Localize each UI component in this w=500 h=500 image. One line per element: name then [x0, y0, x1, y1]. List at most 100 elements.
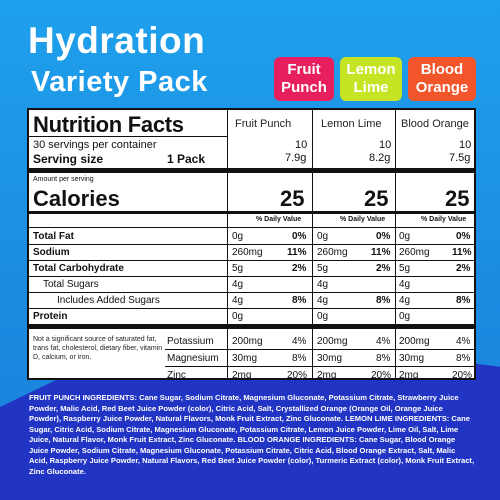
col-protein: 0g	[232, 311, 244, 322]
col-sodium-dv: 11%	[371, 247, 391, 258]
col-magnesium-dv: 8%	[376, 353, 391, 364]
col-zinc-dv: 20%	[371, 370, 392, 381]
col-size: 7.5g	[449, 152, 471, 164]
medium-rule	[29, 211, 476, 214]
col-potassium-dv: 4%	[376, 336, 391, 347]
col-dv-label: % Daily Value	[340, 216, 386, 223]
col-sodium-dv: 11%	[287, 247, 307, 258]
nutrition-facts-heading: Nutrition Facts	[33, 112, 184, 137]
col-added: 4g	[232, 295, 244, 306]
mineral-zinc-label: Zinc	[167, 370, 186, 381]
ingredients-text-lemon-lime: Cane Sugar, Citric Acid, Sodium Citrate,…	[29, 414, 470, 444]
calories-label: Calories	[33, 186, 120, 211]
column-divider	[312, 110, 313, 380]
amount-per-serving: Amount per serving	[33, 176, 94, 183]
flavor-label-line2: Punch	[281, 79, 327, 96]
col-fat-dv: 0%	[456, 231, 471, 242]
flavor-label-line1: Lemon	[346, 61, 396, 78]
col-sodium: 260mg	[399, 247, 430, 258]
col-servings: 10	[459, 139, 472, 151]
col-sodium: 260mg	[317, 247, 348, 258]
col-added: 4g	[399, 295, 411, 306]
ingredients-list: FRUIT PUNCH INGREDIENTS: Cane Sugar, Sod…	[29, 393, 475, 477]
col-magnesium-dv: 8%	[292, 353, 307, 364]
column-header-fruit-punch: Fruit Punch	[235, 118, 292, 130]
flavor-label-line2: Orange	[415, 79, 469, 96]
ingredients-heading-fruit-punch: FRUIT PUNCH INGREDIENTS:	[29, 393, 137, 402]
added-sugars-label: Includes Added Sugars	[57, 295, 160, 306]
flavor-label-line2: Lime	[353, 79, 389, 96]
title-line2: Variety Pack	[31, 66, 208, 98]
col-added-dv: 8%	[376, 295, 391, 306]
col-size: 8.2g	[369, 152, 391, 164]
ingredients-text-blood-orange: Cane Sugar, Blood Orange Juice Powder, S…	[29, 435, 475, 476]
flavor-badge-blood-orange: Blood Orange	[408, 57, 476, 101]
col-sodium: 260mg	[232, 247, 263, 258]
col-carb: 5g	[232, 263, 244, 274]
col-carb: 5g	[317, 263, 329, 274]
col-potassium: 200mg	[399, 336, 430, 347]
col-zinc: 2mg	[317, 370, 337, 381]
col-carb-dv: 2%	[376, 263, 391, 274]
col-fat-dv: 0%	[376, 231, 391, 242]
serving-size-label: Serving size	[33, 152, 104, 166]
col-sodium-dv: 11%	[452, 247, 472, 258]
mineral-potassium-label: Potassium	[167, 336, 214, 347]
protein-label: Protein	[33, 311, 68, 322]
col-zinc-dv: 20%	[452, 370, 473, 381]
col-magnesium-dv: 8%	[456, 353, 471, 364]
col-added-dv: 8%	[292, 295, 307, 306]
total-sugars-label: Total Sugars	[43, 279, 99, 290]
col-sugars: 4g	[399, 279, 411, 290]
sodium-label: Sodium	[33, 247, 70, 258]
thick-rule	[29, 324, 476, 329]
col-fat: 0g	[399, 231, 411, 242]
col-carb-dv: 2%	[456, 263, 471, 274]
row-rule	[29, 308, 476, 309]
col-servings: 10	[379, 139, 392, 151]
col-zinc-dv: 20%	[287, 370, 308, 381]
nutrition-facts-panel: Nutrition Facts 30 servings per containe…	[27, 108, 476, 381]
row-rule	[165, 349, 476, 350]
col-fat: 0g	[232, 231, 244, 242]
column-divider	[395, 110, 396, 380]
row-rule	[165, 366, 476, 367]
row-rule	[29, 227, 476, 228]
col-zinc: 2mg	[399, 370, 419, 381]
total-carb-label: Total Carbohydrate	[33, 263, 124, 274]
mineral-magnesium-label: Magnesium	[167, 353, 219, 364]
col-potassium: 200mg	[232, 336, 263, 347]
title-line1: Hydration	[28, 20, 206, 61]
col-fat-dv: 0%	[292, 231, 307, 242]
flavor-label-line1: Fruit	[287, 61, 321, 78]
flavor-label-line1: Blood	[420, 61, 464, 78]
col-size: 7.9g	[285, 152, 307, 164]
ingredients-text-fruit-punch: Cane Sugar, Sodium Citrate, Magnesium Gl…	[29, 393, 459, 423]
col-carb-dv: 2%	[292, 263, 307, 274]
col-potassium: 200mg	[317, 336, 348, 347]
col-added: 4g	[317, 295, 329, 306]
col-magnesium: 30mg	[317, 353, 343, 364]
heading-rule	[29, 136, 227, 137]
col-sugars: 4g	[317, 279, 329, 290]
row-rule	[29, 260, 476, 261]
row-rule	[29, 276, 476, 277]
thick-rule	[29, 168, 476, 173]
col-dv-label: % Daily Value	[421, 216, 467, 223]
col-potassium-dv: 4%	[456, 336, 471, 347]
col-added-dv: 8%	[456, 295, 471, 306]
footnote: Not a significant source of saturated fa…	[33, 336, 163, 361]
row-rule	[29, 292, 476, 293]
total-fat-label: Total Fat	[33, 231, 74, 242]
ingredients-heading-blood-orange: BLOOD ORANGE INGREDIENTS:	[237, 435, 357, 444]
col-fat: 0g	[317, 231, 329, 242]
flavor-badge-lemon-lime: Lemon Lime	[340, 57, 402, 101]
col-potassium-dv: 4%	[292, 336, 307, 347]
column-header-blood-orange: Blood Orange	[401, 118, 469, 130]
serving-size-value: 1 Pack	[167, 152, 206, 166]
column-header-lemon-lime: Lemon Lime	[321, 118, 382, 130]
ingredients-heading-lemon-lime: LEMON LIME INGREDIENTS:	[345, 414, 450, 423]
col-zinc: 2mg	[232, 370, 252, 381]
col-calories: 25	[280, 186, 305, 211]
col-magnesium: 30mg	[232, 353, 258, 364]
